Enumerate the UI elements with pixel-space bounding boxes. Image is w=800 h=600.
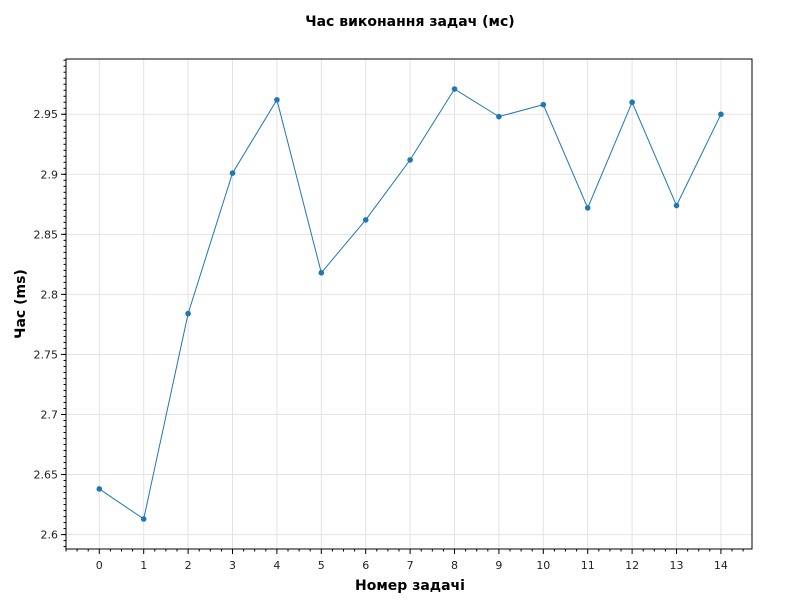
x-tick-label: 6	[362, 559, 369, 572]
data-point	[318, 269, 325, 276]
data-point	[718, 111, 724, 118]
plot-frame	[65, 58, 753, 550]
axis-ticks: 0 1 2 3 4 5 6 7 8 9 10 11 12 13 142.62.652.72.752.82.8…	[34, 59, 744, 572]
x-tick-label: 13	[670, 559, 684, 572]
data-point	[496, 113, 502, 120]
data-point	[362, 217, 369, 223]
data-point	[407, 157, 413, 163]
x-tick-label: 12	[625, 559, 639, 572]
y-tick-label: 2.6	[41, 529, 59, 542]
data-point	[629, 99, 635, 106]
x-tick-label: 4	[273, 559, 280, 572]
x-tick-label: 7	[407, 559, 414, 572]
x-tick-label: 1	[140, 559, 147, 572]
data-point	[451, 86, 458, 92]
y-tick-label: 2.7	[41, 408, 59, 421]
series-group	[96, 86, 724, 522]
data-point	[96, 486, 103, 492]
y-tick-label: 2.8	[41, 288, 59, 301]
x-tick-label: 2	[185, 559, 192, 572]
data-point	[540, 101, 547, 108]
chart-title: Час виконання задач (мс)	[305, 14, 514, 30]
x-tick-label: 5	[318, 559, 325, 572]
x-tick-label: 0	[96, 559, 103, 572]
data-point	[185, 310, 191, 317]
x-axis-label: Номер задачі	[355, 578, 465, 594]
x-tick-label: 10	[536, 559, 550, 572]
x-tick-label: 11	[581, 559, 595, 572]
data-point	[140, 516, 147, 522]
data-point	[584, 205, 591, 211]
y-tick-label: 2.75	[34, 348, 59, 361]
grid	[66, 59, 752, 549]
x-tick-label: 14	[714, 559, 728, 572]
data-point	[274, 97, 280, 103]
x-tick-label: 9	[495, 559, 502, 572]
y-tick-label: 2.65	[34, 469, 59, 482]
data-point	[673, 202, 680, 209]
y-tick-label: 2.85	[34, 228, 59, 241]
x-tick-label: 8	[451, 559, 458, 572]
y-tick-label: 2.95	[34, 108, 59, 121]
data-point	[229, 170, 236, 176]
y-tick-label: 2.9	[41, 168, 59, 181]
y-axis-label: Час (ms)	[13, 269, 29, 339]
x-tick-label: 3	[229, 559, 236, 572]
